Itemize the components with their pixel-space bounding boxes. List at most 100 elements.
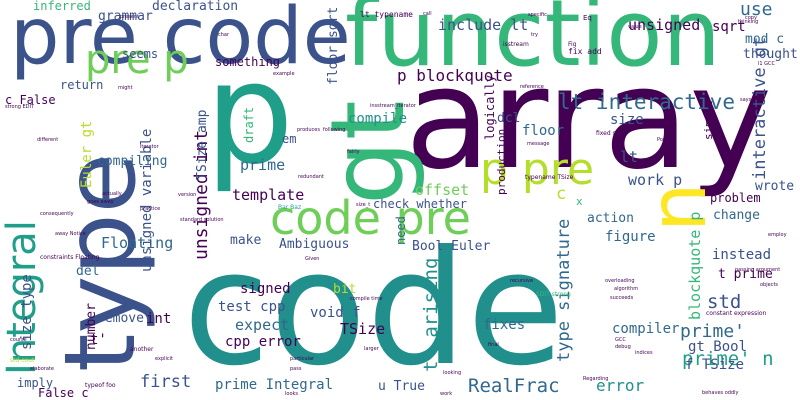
word-wrote: wrote — [755, 179, 795, 194]
word-declaration: declaration — [152, 0, 239, 14]
word-expect: expect — [235, 316, 290, 334]
word-final: final — [488, 342, 499, 348]
word-lt-interactive: lt interactive — [558, 90, 736, 114]
word-might: might — [118, 85, 133, 91]
word-larger: larger — [364, 346, 379, 352]
word-try: try — [531, 32, 538, 38]
word-template: template — [232, 186, 305, 204]
word-floating: Floating — [101, 234, 174, 252]
word-redundant: redundant — [298, 174, 324, 180]
word-pop: Pop — [657, 137, 667, 143]
word-t-tick: t' — [90, 332, 107, 348]
word-grammar: grammar — [98, 9, 153, 24]
word-fairly: fairly — [347, 149, 360, 155]
word-particular: particular — [290, 356, 315, 362]
word-isstream: isstream — [503, 41, 529, 48]
word-debug: debug — [615, 344, 631, 350]
word-elaborate: elaborate — [30, 366, 54, 372]
word-function: function — [345, 0, 721, 87]
word-char: char — [218, 32, 230, 38]
word-gcc: GCC — [615, 337, 626, 343]
word-problem: problem — [710, 191, 761, 205]
word-thinking: thinking — [738, 19, 759, 25]
word-fixed-size: fixed size — [596, 130, 625, 137]
word-work-small: work — [440, 391, 453, 397]
word-gt-bool: gt Bool — [688, 339, 748, 355]
word-use: use — [740, 0, 773, 20]
word-tsize-amp: TSize amp — [195, 109, 210, 180]
word-following: following — [323, 127, 346, 133]
word-present: present — [120, 14, 140, 20]
word-typeof-foo: typeof foo — [85, 382, 116, 389]
word-euler-gt: Euler gt — [79, 120, 95, 188]
word-consequently: consequently — [40, 211, 74, 217]
word-compiler: compiler — [612, 321, 680, 337]
word-simple: simple — [702, 100, 715, 140]
word-regarding: Regarding — [583, 376, 609, 382]
word-c-false: c False — [5, 93, 56, 107]
word-seems: seems — [122, 47, 159, 61]
word-figure: figure — [605, 229, 656, 245]
word-pass: pass — [290, 366, 302, 372]
word-array: array — [405, 38, 773, 201]
word-prime: prime — [240, 156, 286, 174]
word-remove: remove — [97, 311, 144, 326]
word-code-big: code — [183, 217, 565, 400]
word-false-c: False c — [38, 386, 89, 400]
word-strong-edit: strong EDIT — [5, 104, 35, 110]
word-code-pre: code pre — [270, 191, 471, 245]
word-em: em — [282, 132, 297, 146]
word-t-arising: t' arising — [420, 257, 442, 372]
word-p-blockquote: p blockquote — [397, 66, 513, 85]
word-given: Given — [305, 256, 320, 262]
word-mod-c: mod c — [745, 32, 785, 47]
word-check-whether: check whether — [373, 197, 467, 211]
word-inferred: inferred — [33, 0, 91, 13]
word-sqrt-rot: floor sqrt — [326, 6, 341, 85]
word-copy: copy — [745, 15, 757, 21]
word-call: call — [423, 11, 432, 17]
word-realfrac: RealFrac — [468, 375, 560, 397]
word-reference: reference — [520, 84, 544, 90]
word-notice: away Notice — [55, 231, 86, 237]
word-fixes: fixes — [483, 317, 526, 333]
word-unsigned: unsigned — [628, 16, 701, 34]
word-another: another — [130, 346, 154, 353]
word-test-cpp: test cpp — [218, 299, 286, 315]
word-overloading: overloading — [605, 278, 635, 284]
word-specific: specific — [528, 12, 547, 18]
word-bit: bit — [333, 282, 357, 297]
word-del: del — [76, 264, 100, 279]
word-first: first — [140, 372, 192, 392]
word-looking: looking — [443, 370, 462, 376]
word-std: std — [707, 291, 742, 313]
word-prime-tick: prime' — [680, 321, 746, 342]
word-ambiguous: Ambiguous — [279, 237, 350, 252]
word-produces: produces — [297, 127, 320, 133]
word-sqrt: sqrt — [712, 19, 746, 35]
word-u-true: u True — [378, 379, 425, 394]
word-draft: draft — [242, 106, 256, 143]
word-pre-code: pre code — [10, 0, 351, 82]
word-blockquote-p: blockquote p — [686, 211, 704, 320]
word-n: n — [634, 182, 724, 232]
word-size: size — [610, 112, 644, 128]
word-action: action — [587, 211, 634, 226]
word-prime-integral: prime Integral — [215, 377, 334, 393]
word-f-tsize: f TSize — [685, 357, 745, 373]
word-change: change — [713, 208, 760, 223]
word-iterator: iterator — [140, 144, 159, 150]
word-p-pre: p pre — [480, 144, 595, 195]
word-t-prime: t prime — [718, 267, 773, 282]
word-include-lt: include lt — [438, 16, 529, 34]
word-production: production — [495, 128, 508, 195]
word-practice: practice — [140, 206, 161, 212]
word-bar-baz: Bar Baz — [278, 204, 302, 211]
word-succeeds: succeeds — [610, 295, 634, 301]
word-says: says — [740, 97, 752, 103]
word-x-small: x — [576, 195, 583, 208]
word-need: need — [394, 216, 408, 245]
word-edit-strong: EDIT strong — [536, 291, 571, 298]
word-version: version — [178, 192, 197, 198]
word-objects: objects — [760, 282, 779, 288]
